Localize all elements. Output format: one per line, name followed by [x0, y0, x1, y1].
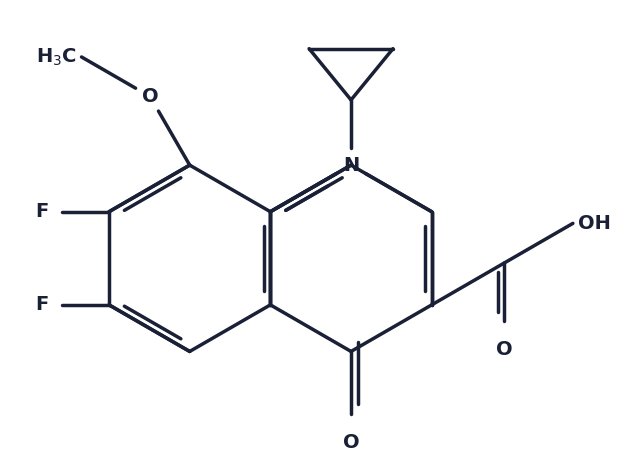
Text: O: O [142, 87, 159, 106]
Text: O: O [496, 340, 513, 359]
Text: N: N [343, 156, 359, 175]
Text: OH: OH [577, 214, 611, 233]
Text: F: F [35, 295, 49, 314]
Text: O: O [343, 433, 359, 453]
Text: H$_3$C: H$_3$C [36, 47, 77, 68]
Text: F: F [35, 202, 49, 221]
